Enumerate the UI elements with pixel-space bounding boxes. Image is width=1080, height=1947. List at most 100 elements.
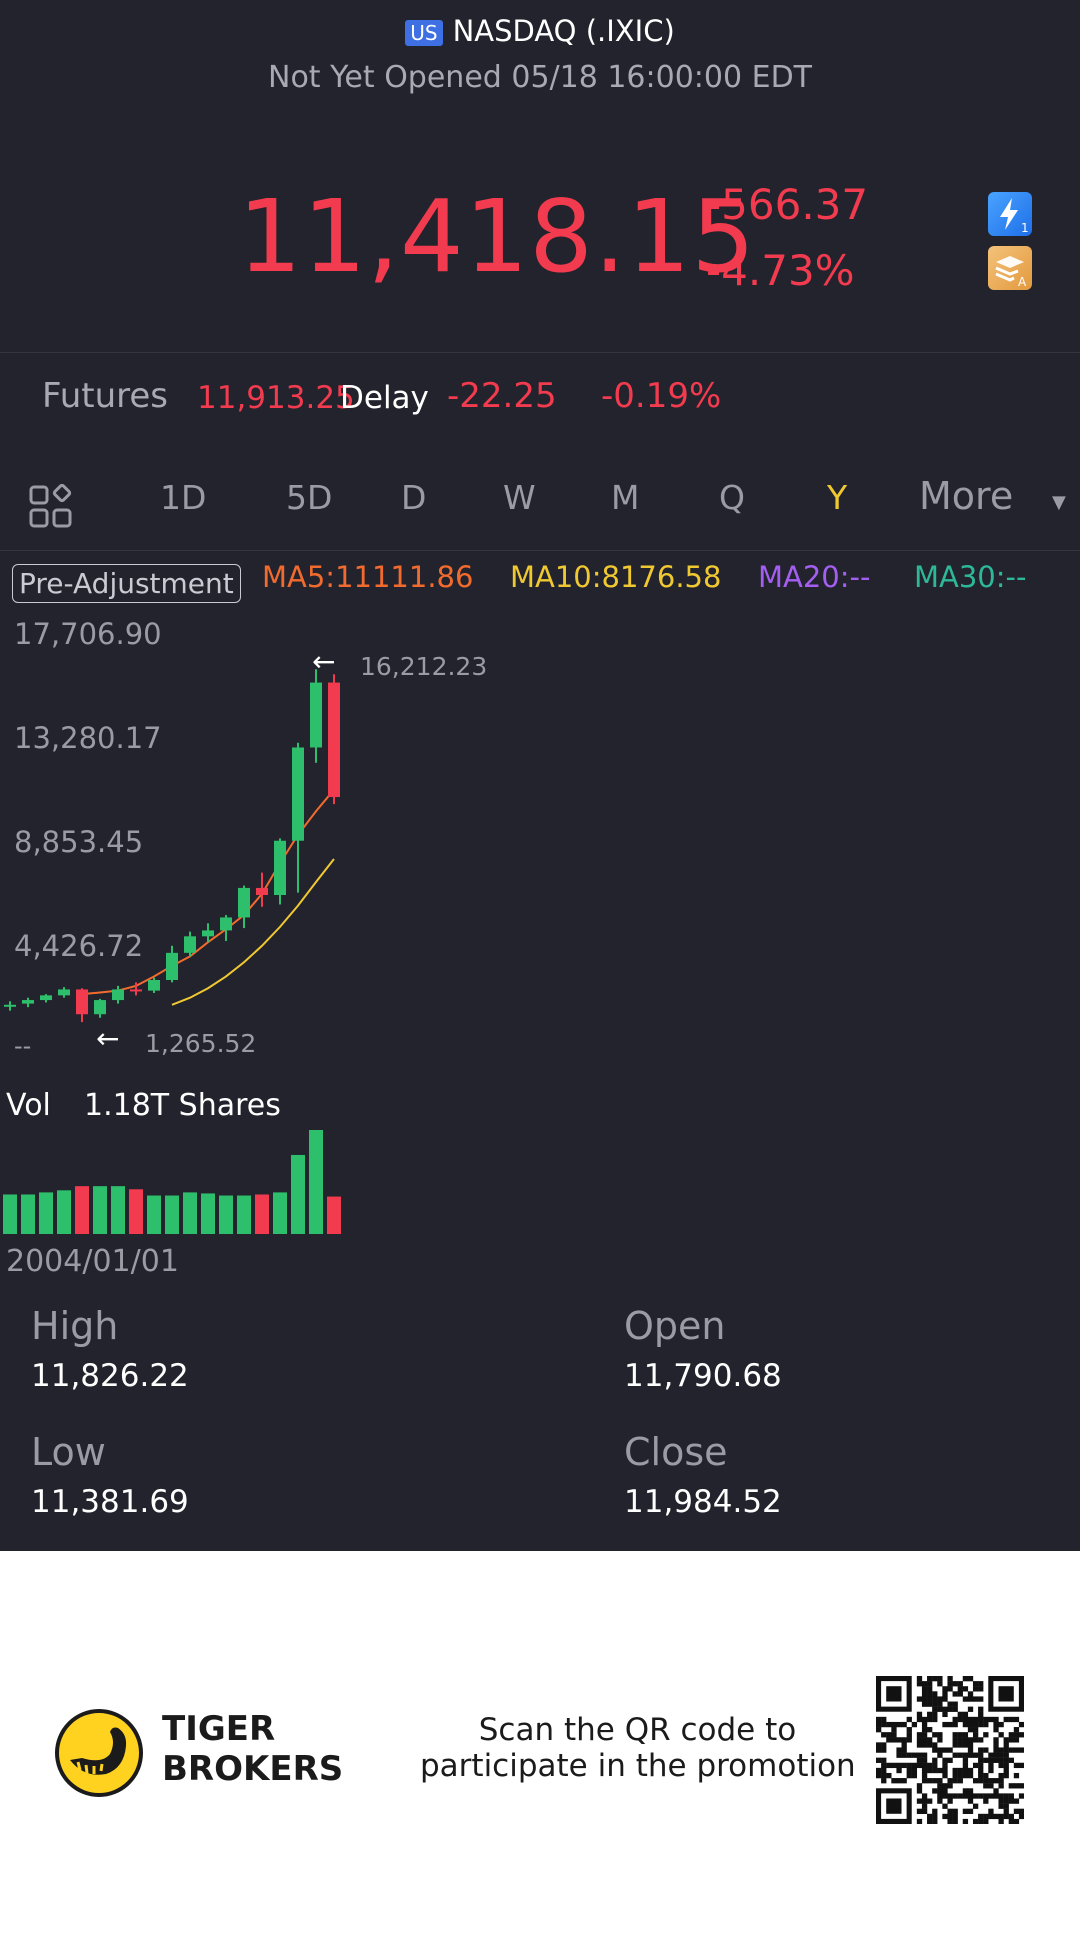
min-arrow-icon: ←	[96, 1022, 120, 1055]
stack-a-icon[interactable]: A	[988, 246, 1032, 290]
qr-module	[921, 1762, 928, 1769]
tab-1d[interactable]: 1D	[160, 478, 207, 517]
volume-bar	[165, 1195, 179, 1234]
qr-module	[906, 1732, 912, 1738]
qr-module	[942, 1793, 948, 1799]
qr-module	[978, 1793, 984, 1799]
qr-module	[952, 1716, 958, 1723]
qr-module	[988, 1808, 994, 1814]
qr-module	[937, 1793, 943, 1799]
qr-module	[1003, 1762, 1009, 1769]
qr-module	[983, 1783, 989, 1789]
qr-module	[993, 1716, 999, 1723]
lightning-glyph: 1	[1000, 198, 1029, 235]
qr-module	[881, 1747, 887, 1753]
ma5-line	[81, 789, 335, 996]
qr-module	[932, 1778, 938, 1784]
tab-d[interactable]: D	[401, 478, 427, 517]
qr-module	[921, 1732, 928, 1738]
qr-module	[927, 1686, 933, 1692]
y-tick-label: 4,426.72	[14, 929, 144, 963]
qr-module	[921, 1808, 928, 1814]
candle-body	[94, 1000, 106, 1015]
volume-bar	[201, 1193, 215, 1234]
tiger-logo-glyph	[55, 1709, 143, 1797]
qr-module	[1008, 1732, 1014, 1738]
qr-module	[901, 1747, 907, 1753]
qr-module	[942, 1691, 948, 1697]
qr-module	[947, 1747, 953, 1753]
qr-module	[947, 1676, 953, 1682]
qr-module	[962, 1742, 969, 1748]
qr-module	[967, 1691, 974, 1697]
qr-module	[932, 1676, 938, 1682]
qr-module	[967, 1716, 974, 1723]
tab-5d[interactable]: 5D	[286, 478, 333, 517]
last-price: 11,418.15	[238, 178, 756, 295]
qr-module	[978, 1767, 984, 1774]
qr-module	[932, 1711, 938, 1718]
qr-module	[921, 1767, 928, 1774]
qr-code[interactable]	[876, 1676, 1024, 1824]
max-price-label: 16,212.23	[360, 652, 488, 681]
qr-module	[932, 1757, 938, 1763]
qr-module	[942, 1783, 948, 1789]
qr-module	[1013, 1716, 1020, 1723]
low-value: 11,381.69	[31, 1484, 189, 1520]
adjustment-toggle[interactable]: Pre-Adjustment	[12, 564, 241, 603]
volume-bar	[93, 1186, 107, 1234]
qr-module	[937, 1752, 943, 1758]
qr-module	[988, 1813, 994, 1820]
qr-module	[901, 1762, 907, 1769]
grid-icon[interactable]	[28, 483, 74, 534]
qr-module	[1008, 1757, 1014, 1763]
tab-y[interactable]: Y	[827, 478, 848, 517]
tab-m[interactable]: M	[611, 478, 640, 517]
qr-module	[972, 1681, 979, 1687]
candle-body	[130, 989, 142, 992]
qr-module	[998, 1721, 1004, 1728]
qr-module	[957, 1752, 963, 1758]
candle-body	[58, 989, 70, 996]
price-chart[interactable]	[0, 610, 1080, 1050]
tab-w[interactable]: W	[503, 478, 536, 517]
qr-module	[901, 1778, 907, 1784]
tab-more[interactable]: More	[919, 474, 1014, 518]
qr-module	[1003, 1793, 1009, 1799]
qr-module	[886, 1737, 892, 1743]
qr-module	[906, 1716, 912, 1723]
qr-module	[972, 1716, 979, 1723]
qr-module	[983, 1757, 989, 1763]
qr-module	[988, 1778, 994, 1784]
qr-module	[937, 1783, 943, 1789]
qr-module	[881, 1721, 887, 1728]
qr-module	[983, 1813, 989, 1820]
qr-module	[952, 1691, 958, 1697]
qr-module	[1008, 1818, 1014, 1824]
qr-module	[978, 1813, 984, 1820]
qr-module	[911, 1762, 918, 1769]
lightning-level-1-icon[interactable]: 1	[988, 192, 1032, 236]
tab-q[interactable]: Q	[719, 478, 745, 517]
qr-module	[1003, 1716, 1009, 1723]
qr-module	[911, 1772, 918, 1779]
qr-module	[952, 1752, 958, 1758]
qr-module	[993, 1742, 999, 1748]
qr-module	[937, 1701, 943, 1707]
qr-module	[993, 1727, 999, 1733]
qr-module	[962, 1711, 969, 1718]
qr-module	[881, 1757, 887, 1763]
candle-body	[40, 995, 52, 1001]
qr-module	[937, 1737, 943, 1743]
qr-module	[957, 1778, 963, 1784]
qr-module	[916, 1742, 923, 1748]
qr-module	[983, 1818, 989, 1824]
y-tick-label: --	[14, 1032, 32, 1060]
chevron-down-icon[interactable]: ▼	[1052, 492, 1066, 513]
qr-module	[901, 1721, 907, 1728]
qr-module	[1013, 1798, 1020, 1804]
qr-module	[972, 1732, 979, 1738]
qr-module	[886, 1732, 892, 1738]
volume-bar	[147, 1195, 161, 1234]
candle-body	[202, 930, 214, 937]
